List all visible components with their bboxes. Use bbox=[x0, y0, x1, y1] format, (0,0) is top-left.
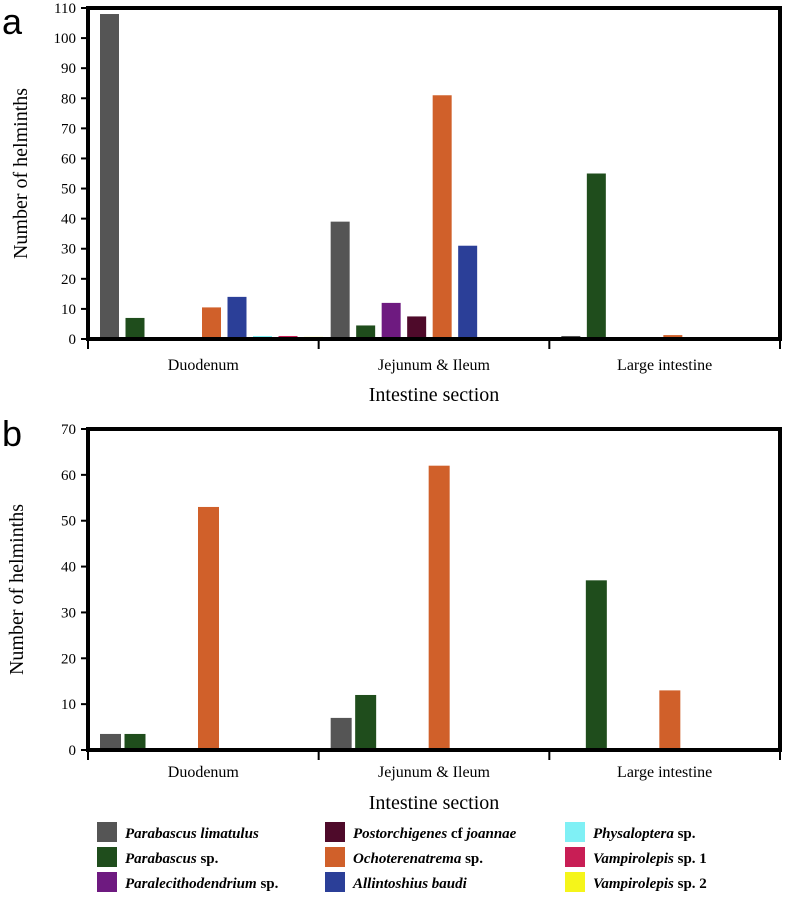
y-tick-label: 0 bbox=[69, 743, 77, 759]
x-category-label: Jejunum & Ileum bbox=[378, 357, 491, 374]
bar-ochoterenatrema-sp-large-intestine bbox=[659, 690, 681, 750]
legend-swatch-9 bbox=[565, 872, 585, 892]
y-axis-title: Number of helminths bbox=[6, 504, 28, 675]
x-axis-title: Intestine section bbox=[369, 792, 500, 814]
legend-swatch-6 bbox=[325, 872, 345, 892]
x-category-label: Duodenum bbox=[168, 764, 240, 781]
y-tick-label: 10 bbox=[61, 697, 76, 713]
legend-swatch-5 bbox=[325, 847, 345, 867]
y-tick-label: 100 bbox=[54, 31, 77, 47]
x-category-label: Large intestine bbox=[617, 357, 712, 374]
y-axis-title: Number of helminths bbox=[10, 88, 32, 259]
y-tick-label: 90 bbox=[61, 61, 76, 77]
y-tick-label: 40 bbox=[61, 560, 76, 576]
legend-label-9: Vampirolepis sp. 2 bbox=[593, 876, 707, 892]
bar-ochoterenatrema-sp-jejunum-ileum bbox=[432, 95, 452, 339]
legend-label-4: Postorchigenes cf joannae bbox=[353, 826, 517, 842]
legend-label-8: Vampirolepis sp. 1 bbox=[593, 851, 707, 867]
legend-label-7: Physaloptera sp. bbox=[593, 826, 696, 842]
legend-swatch-2 bbox=[97, 847, 117, 867]
x-category-label: Duodenum bbox=[168, 357, 240, 374]
legend: Parabascus limatulus Parabascus sp. Parale… bbox=[97, 822, 707, 892]
bar-postorchigenes-cf-joannae-jejunum-ileum bbox=[407, 316, 427, 339]
bar-parabascus-sp-duodenum bbox=[125, 317, 145, 339]
y-tick-label: 80 bbox=[61, 91, 76, 107]
x-category-label: Jejunum & Ileum bbox=[378, 764, 491, 781]
bar-ochoterenatrema-sp-duodenum bbox=[198, 506, 219, 750]
y-tick-label: 30 bbox=[61, 242, 76, 258]
bar-allintoshius-baudi-duodenum bbox=[227, 296, 247, 339]
bar-ochoterenatrema-sp-duodenum bbox=[202, 307, 221, 339]
y-tick-label: 60 bbox=[61, 468, 76, 484]
legend-swatch-8 bbox=[565, 847, 585, 867]
bar-parabascus-limatulus-duodenum bbox=[100, 14, 119, 339]
bar-parabascus-limatulus-duodenum bbox=[100, 733, 121, 750]
plot-frame bbox=[86, 6, 782, 341]
legend-label-6: Allintoshius baudi bbox=[352, 876, 468, 892]
bar-parabascus-sp-large-intestine bbox=[585, 580, 607, 750]
y-tick-label: 60 bbox=[61, 151, 76, 167]
y-tick-label: 20 bbox=[61, 272, 76, 288]
y-tick-label: 50 bbox=[61, 182, 76, 198]
legend-label-1: Parabascus limatulus bbox=[125, 826, 259, 842]
y-tick-label: 30 bbox=[61, 605, 76, 621]
bar-paralecithodendrium-sp-jejunum-ileum bbox=[381, 302, 401, 339]
legend-label-2: Parabascus sp. bbox=[125, 851, 219, 867]
legend-label-3: Paralecithodendrium sp. bbox=[125, 876, 279, 892]
bar-parabascus-limatulus-jejunum-ileum bbox=[330, 717, 352, 750]
x-category-label: Large intestine bbox=[617, 764, 712, 781]
chart-panel-a: a 0 10 20 30 40 50 60 70 80 90 100 110 Duodenum Jejunu… bbox=[2, 1, 782, 406]
y-tick-label: 10 bbox=[61, 302, 76, 318]
bar-parabascus-sp-large-intestine bbox=[586, 173, 606, 339]
plot-frame bbox=[86, 427, 782, 752]
legend-swatch-4 bbox=[325, 822, 345, 842]
bar-parabascus-sp-jejunum-ileum bbox=[356, 325, 376, 339]
legend-swatch-1 bbox=[97, 822, 117, 842]
x-axis-title: Intestine section bbox=[369, 384, 500, 406]
y-tick-label: 20 bbox=[61, 651, 76, 667]
legend-label-5: Ochoterenatrema sp. bbox=[353, 851, 483, 867]
bar-ochoterenatrema-sp-jejunum-ileum bbox=[428, 465, 450, 750]
y-tick-label: 70 bbox=[61, 422, 76, 438]
y-tick-label: 40 bbox=[61, 212, 76, 228]
legend-swatch-3 bbox=[97, 872, 117, 892]
y-tick-label: 110 bbox=[54, 1, 76, 17]
panel-letter-b: b bbox=[2, 413, 22, 454]
chart-panel-b: b 0 10 20 30 40 50 60 70 Duodenum Jejunum & Ileum L… bbox=[2, 413, 782, 814]
y-tick-label: 50 bbox=[61, 514, 76, 530]
y-tick-label: 70 bbox=[61, 121, 76, 137]
bar-parabascus-limatulus-jejunum-ileum bbox=[330, 221, 350, 339]
panel-letter-a: a bbox=[2, 1, 23, 42]
y-tick-label: 0 bbox=[69, 332, 77, 348]
bar-parabascus-sp-duodenum bbox=[124, 733, 146, 750]
bar-parabascus-sp-jejunum-ileum bbox=[355, 694, 377, 750]
bar-allintoshius-baudi-jejunum-ileum bbox=[458, 245, 478, 339]
legend-swatch-7 bbox=[565, 822, 585, 842]
